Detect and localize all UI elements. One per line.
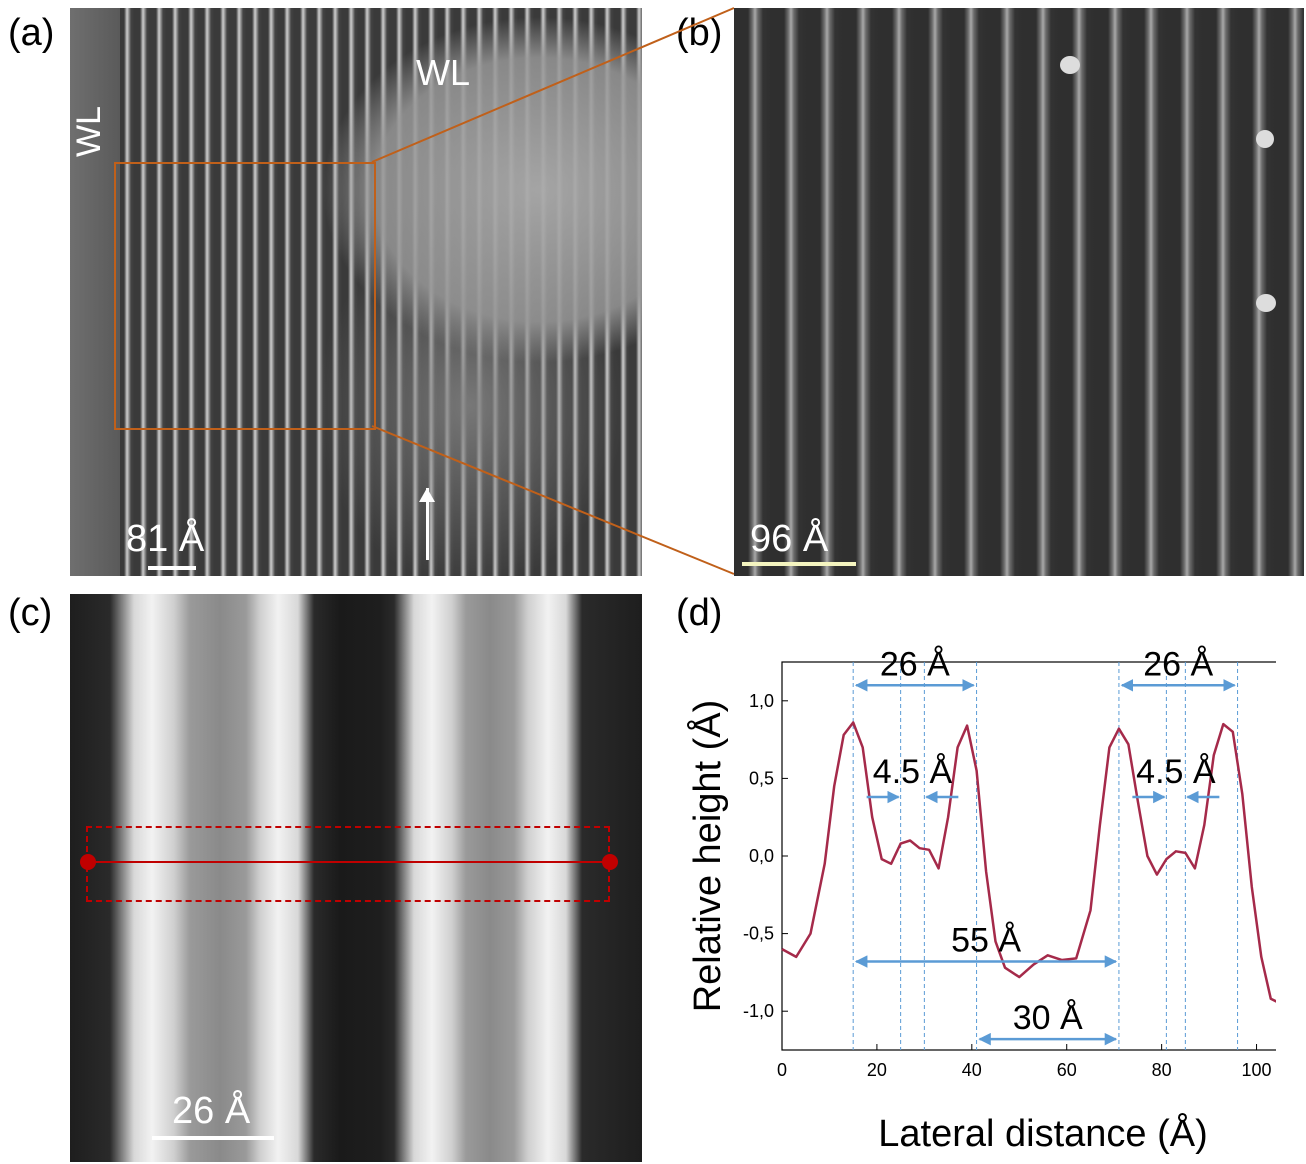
y-tick-label: 1,0 [749,691,774,711]
scalebar-label-a: 81 Å [126,518,205,560]
adsorbate-dot [1256,130,1274,148]
measurement-label: 30 Å [1013,999,1083,1037]
plot-frame [781,661,1276,1051]
profile-line [88,861,610,863]
panel-label-c: (c) [8,592,53,634]
x-tick-label: 20 [867,1060,887,1080]
scalebar-c [152,1136,274,1140]
scalebar-b [742,562,856,566]
scalebar-label-c: 26 Å [172,1090,251,1132]
profile-region-box [86,826,610,902]
panel-label-a: (a) [8,12,55,54]
measurement-label: 4.5 Å [1136,753,1216,791]
adsorbate-dot [1060,56,1080,74]
measurement-label: 4.5 Å [873,753,953,791]
y-tick-label: 0,5 [749,768,774,788]
scalebar-a [148,566,196,570]
x-tick-label: 0 [777,1060,787,1080]
x-tick-label: 80 [1152,1060,1172,1080]
wetting-layer-region-left [70,8,120,576]
stm-image-c: 26 Å [70,594,642,1162]
wl-label-left: WL [70,106,108,157]
measurement-label: 55 Å [951,922,1021,960]
height-profile-chart: 0 20 40 60 80 100 -1,0 -0,5 0,0 0,5 1,0 Lateral dis… [685,645,1276,1155]
y-tick-label: -1,0 [743,1001,774,1021]
panel-label-b: (b) [676,12,723,54]
measurement-label: 26 Å [880,645,950,683]
profile-end-marker [602,854,618,870]
y-tick-label: -0,5 [743,924,774,944]
y-axis-label: Relative height (Å) [685,700,729,1013]
stm-image-a: WL WL 81 Å [70,8,642,576]
stm-image-b: 96 Å [734,8,1304,576]
adsorbate-dot [1256,294,1276,312]
scalebar-label-b: 96 Å [750,518,829,560]
y-tick-label: 0,0 [749,846,774,866]
measurement-label: 26 Å [1143,645,1213,683]
wl-label-top: WL [416,52,470,93]
zoom-region-box [114,162,376,430]
x-tick-label: 100 [1242,1060,1272,1080]
arrow-up-head [419,488,435,502]
x-tick-label: 40 [962,1060,982,1080]
x-tick-label: 60 [1057,1060,1077,1080]
profile-start-marker [80,854,96,870]
x-axis-label: Lateral distance (Å) [878,1111,1208,1155]
panel-label-d: (d) [676,592,723,634]
